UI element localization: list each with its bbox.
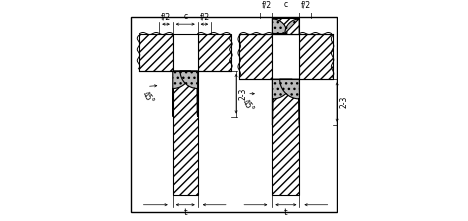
Text: c: c bbox=[183, 12, 187, 21]
Bar bbox=[139, 34, 173, 71]
Text: f/2: f/2 bbox=[261, 0, 271, 9]
Bar bbox=[300, 34, 333, 79]
Bar bbox=[272, 18, 300, 34]
Polygon shape bbox=[180, 71, 197, 116]
Text: 45°: 45° bbox=[139, 90, 155, 106]
Text: 2-3: 2-3 bbox=[238, 88, 247, 100]
Text: 45°: 45° bbox=[240, 98, 255, 114]
Bar bbox=[197, 34, 231, 71]
Text: t: t bbox=[183, 208, 187, 217]
Polygon shape bbox=[272, 18, 287, 34]
Bar bbox=[173, 71, 197, 195]
Bar bbox=[272, 34, 300, 79]
Bar bbox=[173, 34, 197, 71]
Text: t: t bbox=[284, 208, 288, 217]
Polygon shape bbox=[173, 71, 190, 116]
Bar bbox=[239, 34, 272, 79]
Text: 2-3: 2-3 bbox=[339, 96, 348, 108]
Text: f/2: f/2 bbox=[199, 12, 210, 21]
Text: f/2: f/2 bbox=[300, 0, 310, 9]
Polygon shape bbox=[285, 18, 300, 34]
Polygon shape bbox=[280, 79, 300, 125]
Bar bbox=[272, 79, 300, 195]
Polygon shape bbox=[272, 79, 292, 125]
Text: f/2: f/2 bbox=[161, 12, 171, 21]
Text: c: c bbox=[284, 0, 288, 9]
